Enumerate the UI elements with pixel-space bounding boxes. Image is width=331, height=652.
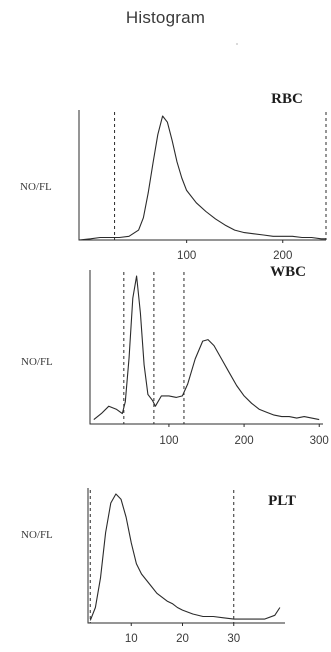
plt-y-label: NO/FL: [21, 529, 53, 541]
plt-tick-label-30: 30: [227, 633, 240, 645]
plt-histogram: PLT NO/FL 10 20 30: [21, 488, 296, 645]
rbc-y-label: NO/FL: [20, 181, 52, 193]
wbc-tick-label-300: 300: [310, 435, 329, 447]
rbc-axes: [78, 110, 326, 241]
plt-tick-label-10: 10: [125, 633, 138, 645]
wbc-tick-label-100: 100: [159, 435, 178, 447]
plt-tick-label-20: 20: [176, 633, 189, 645]
scan-speck: [236, 43, 238, 45]
rbc-title: RBC: [271, 91, 303, 107]
page-title: Histogram: [125, 8, 206, 27]
rbc-distribution-curve: [78, 115, 326, 241]
wbc-y-label: NO/FL: [21, 356, 53, 368]
plt-distribution-curve: [89, 493, 281, 621]
wbc-histogram: WBC NO/FL 100 200 300: [21, 264, 329, 447]
wbc-title: WBC: [270, 264, 306, 280]
plt-title: PLT: [268, 493, 296, 509]
wbc-tick-label-200: 200: [234, 435, 253, 447]
wbc-axes: [89, 270, 323, 425]
rbc-histogram: RBC NO/FL 100 200: [20, 91, 327, 262]
plt-axes: [87, 488, 285, 624]
rbc-tick-label-200: 200: [273, 250, 292, 262]
wbc-distribution-curve: [93, 275, 320, 421]
rbc-tick-label-100: 100: [177, 250, 196, 262]
